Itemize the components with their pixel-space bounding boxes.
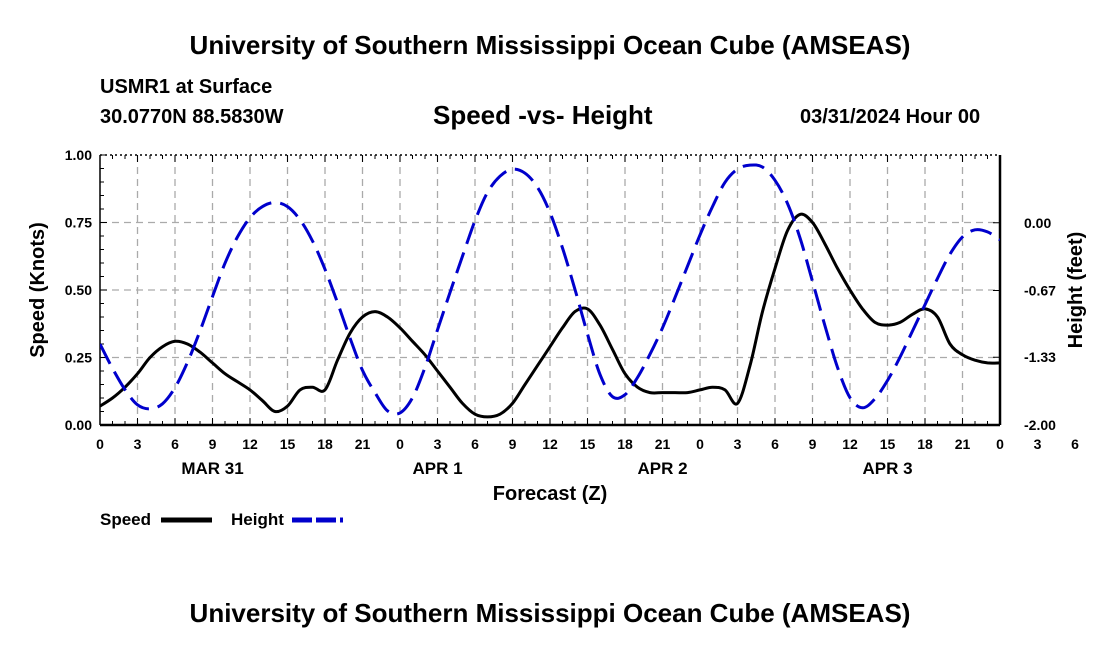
x-tick-label: 12 — [842, 436, 858, 452]
x-tick-label: 6 — [171, 436, 179, 452]
x-tick-label: 9 — [209, 436, 217, 452]
x-day-label: MAR 31 — [181, 459, 243, 478]
x-day-label: APR 1 — [412, 459, 462, 478]
x-tick-label: 15 — [880, 436, 896, 452]
x-tick-label: 18 — [617, 436, 633, 452]
x-axis-label: Forecast (Z) — [493, 483, 607, 505]
x-tick-label: 21 — [955, 436, 971, 452]
x-tick-label: 9 — [509, 436, 517, 452]
station-coordinates: 30.0770N 88.5830W — [100, 106, 284, 128]
legend-label-height: Height — [231, 510, 284, 529]
y-axis-label: Speed (Knots) — [27, 222, 49, 358]
x-day-label: APR 3 — [862, 459, 912, 478]
x-day-label: APR 2 — [637, 459, 687, 478]
x-tick-label: 3 — [134, 436, 142, 452]
legend-label-speed: Speed — [100, 510, 151, 529]
x-tick-label: 3 — [1034, 436, 1042, 452]
x-tick-label: 3 — [734, 436, 742, 452]
y-tick-label: 0.50 — [65, 282, 92, 298]
x-tick-label: 6 — [771, 436, 779, 452]
x-tick-label: 12 — [542, 436, 558, 452]
x-tick-label: 6 — [471, 436, 479, 452]
station-label: USMR1 at Surface — [100, 76, 273, 98]
footer-title: University of Southern Mississippi Ocean… — [189, 598, 911, 628]
y2-tick-label: -2.00 — [1024, 417, 1056, 433]
y-tick-label: 0.00 — [65, 417, 92, 433]
x-tick-label: 15 — [280, 436, 296, 452]
x-tick-label: 0 — [996, 436, 1004, 452]
x-tick-label: 9 — [809, 436, 817, 452]
x-tick-label: 12 — [242, 436, 258, 452]
x-tick-label: 6 — [1071, 436, 1079, 452]
y2-axis-label: Height (feet) — [1065, 232, 1087, 349]
chart-title: Speed -vs- Height — [433, 100, 653, 130]
x-tick-label: 0 — [396, 436, 404, 452]
x-tick-label: 21 — [655, 436, 671, 452]
x-tick-label: 21 — [355, 436, 371, 452]
y-tick-label: 1.00 — [65, 147, 92, 163]
y2-tick-label: -0.67 — [1024, 283, 1056, 299]
series-line-height — [100, 163, 1000, 416]
y2-tick-label: -1.33 — [1024, 349, 1056, 365]
y-tick-label: 0.25 — [65, 350, 92, 366]
y2-tick-label: 0.00 — [1024, 215, 1051, 231]
x-tick-label: 18 — [917, 436, 933, 452]
x-tick-label: 0 — [696, 436, 704, 452]
x-tick-label: 0 — [96, 436, 104, 452]
forecast-datetime: 03/31/2024 Hour 00 — [800, 106, 981, 128]
series-line-speed — [100, 212, 1000, 419]
figure-title: University of Southern Mississippi Ocean… — [189, 30, 911, 60]
x-tick-label: 15 — [580, 436, 596, 452]
x-tick-label: 3 — [434, 436, 442, 452]
x-tick-label: 18 — [317, 436, 333, 452]
y-tick-label: 0.75 — [65, 215, 92, 231]
